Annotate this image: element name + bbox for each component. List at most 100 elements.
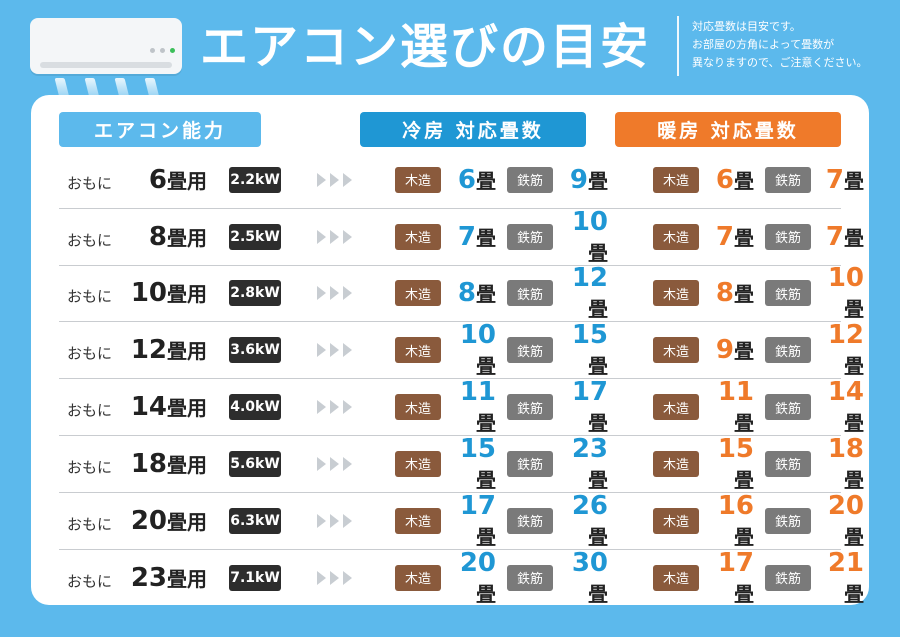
- note: 対応畳数は目安です。 お部屋の方角によって畳数が 異なりますので、ご注意ください…: [692, 18, 892, 72]
- cooling-steel-value: 17 畳: [556, 377, 608, 437]
- value-number: 8: [457, 278, 476, 309]
- heating-wood-value: 6畳: [702, 165, 754, 195]
- steel-tag: 鉄筋: [765, 337, 811, 364]
- value-unit: 畳: [734, 411, 754, 436]
- steel-tag: 鉄筋: [765, 507, 811, 534]
- table-row: おもに 23畳用 7.1kW 木造 20 畳 鉄筋 30 畳 木造 17 畳 鉄筋 2…: [59, 548, 864, 608]
- capacity-table-card: エアコン能力 冷房 対応畳数 暖房 対応畳数 おもに 6畳用 2.2kW 木造 …: [31, 95, 869, 608]
- value-number: 17: [717, 547, 754, 578]
- steel-tag: 鉄筋: [765, 223, 811, 250]
- value-number: 30: [571, 547, 608, 578]
- kw-badge: 2.8kW: [229, 280, 281, 307]
- value-unit: 畳: [588, 240, 608, 265]
- capacity-header: エアコン能力: [59, 112, 261, 147]
- heating-wood-value: 15 畳: [702, 434, 754, 494]
- steel-tag: 鉄筋: [507, 223, 553, 250]
- value-unit: 畳: [844, 168, 864, 193]
- prefix-label: おもに: [67, 572, 113, 591]
- table-row: おもに 8畳用 2.5kW 木造 7畳 鉄筋 10畳 木造 7畳 鉄筋 7畳: [59, 206, 864, 266]
- wood-tag: 木造: [395, 337, 441, 364]
- cooling-wood-value: 10 畳: [444, 320, 496, 380]
- kw-badge: 7.1kW: [229, 564, 281, 591]
- power-indicator: [170, 48, 175, 53]
- wood-tag: 木造: [653, 280, 699, 307]
- room-size: 8畳用: [117, 222, 207, 252]
- steel-tag: 鉄筋: [507, 507, 553, 534]
- value-number: 23: [571, 433, 608, 464]
- room-size-unit: 畳用: [167, 509, 207, 534]
- steel-tag: 鉄筋: [765, 280, 811, 307]
- room-size-unit: 畳用: [167, 168, 207, 193]
- value-unit: 畳: [734, 168, 754, 193]
- table-row: おもに 20畳用 6.3kW 木造 17畳 鉄筋 26畳 木造 16畳 鉄筋 2…: [59, 490, 864, 551]
- steel-tag: 鉄筋: [507, 166, 553, 193]
- value-unit: 畳: [844, 354, 864, 379]
- cooling-steel-value: 9畳: [556, 165, 608, 195]
- room-size: 14畳用: [117, 392, 207, 422]
- table-row: おもに 14畳用 4.0kW 木造 11畳 鉄筋 17畳 木造 11畳 鉄筋 1…: [59, 377, 864, 437]
- cooling-wood-value: 17 畳: [444, 491, 496, 551]
- value-unit: 畳: [476, 467, 496, 492]
- value-number: 16: [717, 490, 754, 521]
- value-unit: 畳: [844, 524, 864, 549]
- value-number: 17: [459, 490, 496, 521]
- cooling-steel-value: 23 畳: [556, 434, 608, 494]
- value-number: 8: [715, 278, 734, 309]
- value-unit: 畳: [734, 467, 754, 492]
- value-unit: 畳: [844, 411, 864, 436]
- value-number: 10: [827, 263, 864, 294]
- value-unit: 畳: [734, 225, 754, 250]
- value-number: 9: [569, 164, 588, 195]
- value-number: 26: [571, 490, 608, 521]
- steel-tag: 鉄筋: [507, 450, 553, 477]
- prefix-label: おもに: [67, 401, 113, 420]
- value-unit: 畳: [588, 581, 608, 606]
- value-unit: 畳: [476, 411, 496, 436]
- cooling-wood-value: 11 畳: [444, 377, 496, 437]
- heating-header: 暖房 対応畳数: [615, 112, 841, 147]
- value-unit: 畳: [588, 411, 608, 436]
- value-unit: 畳: [844, 581, 864, 606]
- value-number: 21: [827, 547, 864, 578]
- room-size-value: 12: [130, 335, 167, 366]
- prefix-label: おもに: [67, 174, 113, 193]
- divider: [677, 16, 679, 76]
- room-size-unit: 畳用: [167, 282, 207, 307]
- page-title: エアコン選びの目安: [200, 19, 651, 75]
- value-number: 9: [715, 335, 734, 366]
- heating-steel-value: 14 畳: [814, 377, 864, 437]
- prefix-label: おもに: [67, 287, 113, 306]
- value-unit: 畳: [844, 467, 864, 492]
- steel-tag: 鉄筋: [765, 564, 811, 591]
- heating-steel-value: 21 畳: [814, 548, 864, 608]
- room-size: 20畳用: [117, 506, 207, 536]
- steel-tag: 鉄筋: [507, 337, 553, 364]
- arrow-icon: [317, 343, 352, 358]
- wood-tag: 木造: [395, 450, 441, 477]
- room-size-value: 8: [148, 221, 167, 252]
- arrow-icon: [317, 286, 352, 301]
- arrow-icon: [317, 229, 352, 244]
- kw-badge: 2.5kW: [229, 223, 281, 250]
- value-number: 15: [717, 433, 754, 464]
- indicator-dot: [160, 48, 165, 53]
- value-unit: 畳: [734, 581, 754, 606]
- value-number: 10: [571, 206, 608, 237]
- room-size: 10畳用: [117, 278, 207, 308]
- note-line: お部屋の方角によって畳数が: [692, 38, 835, 51]
- value-number: 11: [459, 377, 496, 408]
- value-unit: 畳: [844, 225, 864, 250]
- wood-tag: 木造: [395, 223, 441, 250]
- heating-wood-value: 17 畳: [702, 548, 754, 608]
- heating-steel-value: 7畳: [814, 222, 864, 252]
- kw-badge: 3.6kW: [229, 337, 281, 364]
- heating-steel-value: 18 畳: [814, 434, 864, 494]
- cooling-wood-value: 20 畳: [444, 548, 496, 608]
- arrow-icon: [317, 513, 352, 528]
- cooling-header: 冷房 対応畳数: [360, 112, 586, 147]
- room-size-unit: 畳用: [167, 452, 207, 477]
- indicator-dot: [150, 48, 155, 53]
- wood-tag: 木造: [653, 507, 699, 534]
- cooling-steel-value: 30 畳: [556, 548, 608, 608]
- wood-tag: 木造: [395, 280, 441, 307]
